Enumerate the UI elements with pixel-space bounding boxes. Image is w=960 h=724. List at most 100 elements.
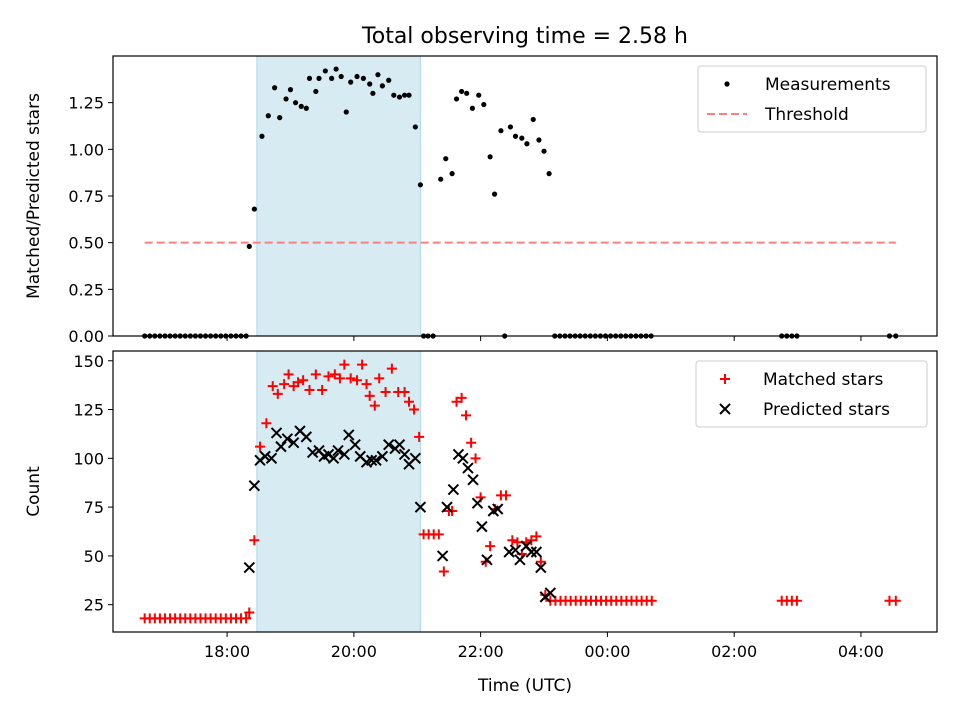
matched-star-marker: [433, 529, 444, 540]
matched-star-marker: [485, 541, 496, 552]
predicted-star-marker: [414, 501, 427, 513]
measurement-point: [396, 94, 403, 100]
measurement-point: [333, 66, 339, 72]
legend-label: Measurements: [765, 75, 891, 95]
y-tick-label: 100: [73, 449, 104, 468]
matched-star-marker: [374, 373, 385, 384]
predicted-star-marker: [265, 452, 278, 465]
measurement-point: [633, 333, 639, 339]
matched-star-marker: [890, 595, 901, 606]
measurement-point: [536, 137, 542, 143]
measurement-point: [406, 92, 412, 98]
matched-star-marker: [470, 453, 481, 464]
measurement-point: [784, 333, 790, 339]
predicted-star-marker: [535, 561, 547, 574]
measurement-point: [607, 333, 614, 339]
measurement-point: [597, 333, 604, 339]
measurement-point: [567, 333, 573, 339]
measurement-point: [238, 333, 244, 339]
measurement-point: [491, 191, 498, 197]
top-panel: 0.00 0.25 0.50 0.75 1.00 1.25 Matched/Predicte…: [24, 55, 938, 346]
measurement-point: [375, 72, 381, 78]
matched-star-marker: [456, 392, 467, 403]
measurement-point: [412, 124, 418, 130]
measurement-point: [592, 333, 598, 339]
matched-star-marker: [386, 363, 397, 374]
matched-star-marker: [535, 556, 546, 567]
matched-star-marker: [369, 400, 380, 411]
measurement-point: [507, 124, 514, 130]
predicted-star-marker: [275, 440, 287, 453]
measurement-point: [519, 135, 525, 141]
measurement-point: [420, 333, 427, 339]
y-tick-label: 50: [84, 547, 104, 566]
y-tick-label: 75: [84, 498, 104, 517]
matched-star-marker: [261, 418, 272, 429]
matched-star-marker: [404, 396, 415, 407]
y-tick-label: 0.75: [68, 187, 104, 206]
measurement-point: [343, 109, 349, 115]
measurement-point: [577, 333, 583, 339]
legend-matched-marker: [720, 374, 730, 384]
x-axis-label: Time (UTC): [477, 676, 572, 696]
measurement-point: [360, 75, 366, 81]
measurement-point: [157, 333, 163, 339]
predicted-star-marker: [492, 503, 504, 515]
matched-star-marker: [317, 385, 328, 396]
observing-window-shade: [256, 55, 421, 337]
matched-star-marker: [451, 396, 462, 407]
predicted-star-marker: [509, 544, 522, 556]
measurement-point: [202, 333, 209, 339]
predicted-star-marker: [525, 546, 538, 558]
measurement-point: [303, 105, 309, 111]
measurement-point: [425, 333, 431, 339]
x-tick-label: 00:00: [584, 642, 630, 661]
measurement-point: [464, 90, 470, 96]
measurement-point: [379, 83, 385, 89]
x-tick-label: 22:00: [458, 642, 504, 661]
measurement-point: [476, 92, 482, 98]
chart-title: Total observing time = 2.58 h: [361, 24, 688, 49]
measurement-point: [283, 96, 289, 102]
matched-star-marker: [304, 385, 315, 396]
measurement-point: [167, 333, 173, 339]
measurement-point: [292, 100, 299, 106]
matched-star-marker: [507, 535, 518, 546]
y-tick-label: 0.00: [68, 327, 104, 346]
predicted-star-marker: [467, 474, 479, 486]
matched-star-marker: [414, 431, 425, 442]
measurement-point: [298, 103, 304, 109]
predicted-star-marker: [398, 448, 411, 461]
measurement-point: [246, 243, 252, 249]
measurement-point: [498, 128, 504, 134]
measurement-point: [177, 333, 183, 339]
matched-star-marker: [255, 441, 266, 452]
measurement-point: [459, 88, 465, 95]
legend-label: Threshold: [764, 105, 849, 125]
matched-star-marker: [361, 379, 372, 390]
measurement-point: [287, 87, 294, 93]
measurement-point: [367, 81, 373, 87]
predicted-star-marker: [332, 444, 344, 457]
matched-star-marker: [244, 607, 255, 618]
legend-label: Matched stars: [763, 370, 883, 390]
matched-star-marker: [249, 535, 260, 546]
measurement-point: [443, 156, 449, 162]
predicted-star-marker: [259, 450, 271, 463]
measurement-point: [182, 333, 188, 339]
measurement-point: [789, 333, 795, 339]
predicted-star-marker: [281, 433, 294, 445]
measurement-point: [243, 333, 249, 339]
measurement-point: [417, 182, 424, 188]
predicted-star-marker: [481, 554, 493, 566]
predicted-star-marker: [471, 497, 484, 509]
measurement-point: [218, 333, 224, 339]
predicted-star-marker: [393, 438, 406, 451]
y-axis-label: Matched/Predicted stars: [24, 93, 44, 299]
measurement-point: [208, 333, 214, 339]
measurement-point: [613, 333, 619, 339]
y-tick-label: 125: [73, 401, 104, 420]
matched-star-marker: [526, 535, 537, 546]
matched-star-marker: [298, 375, 309, 386]
measurement-point: [552, 333, 558, 339]
